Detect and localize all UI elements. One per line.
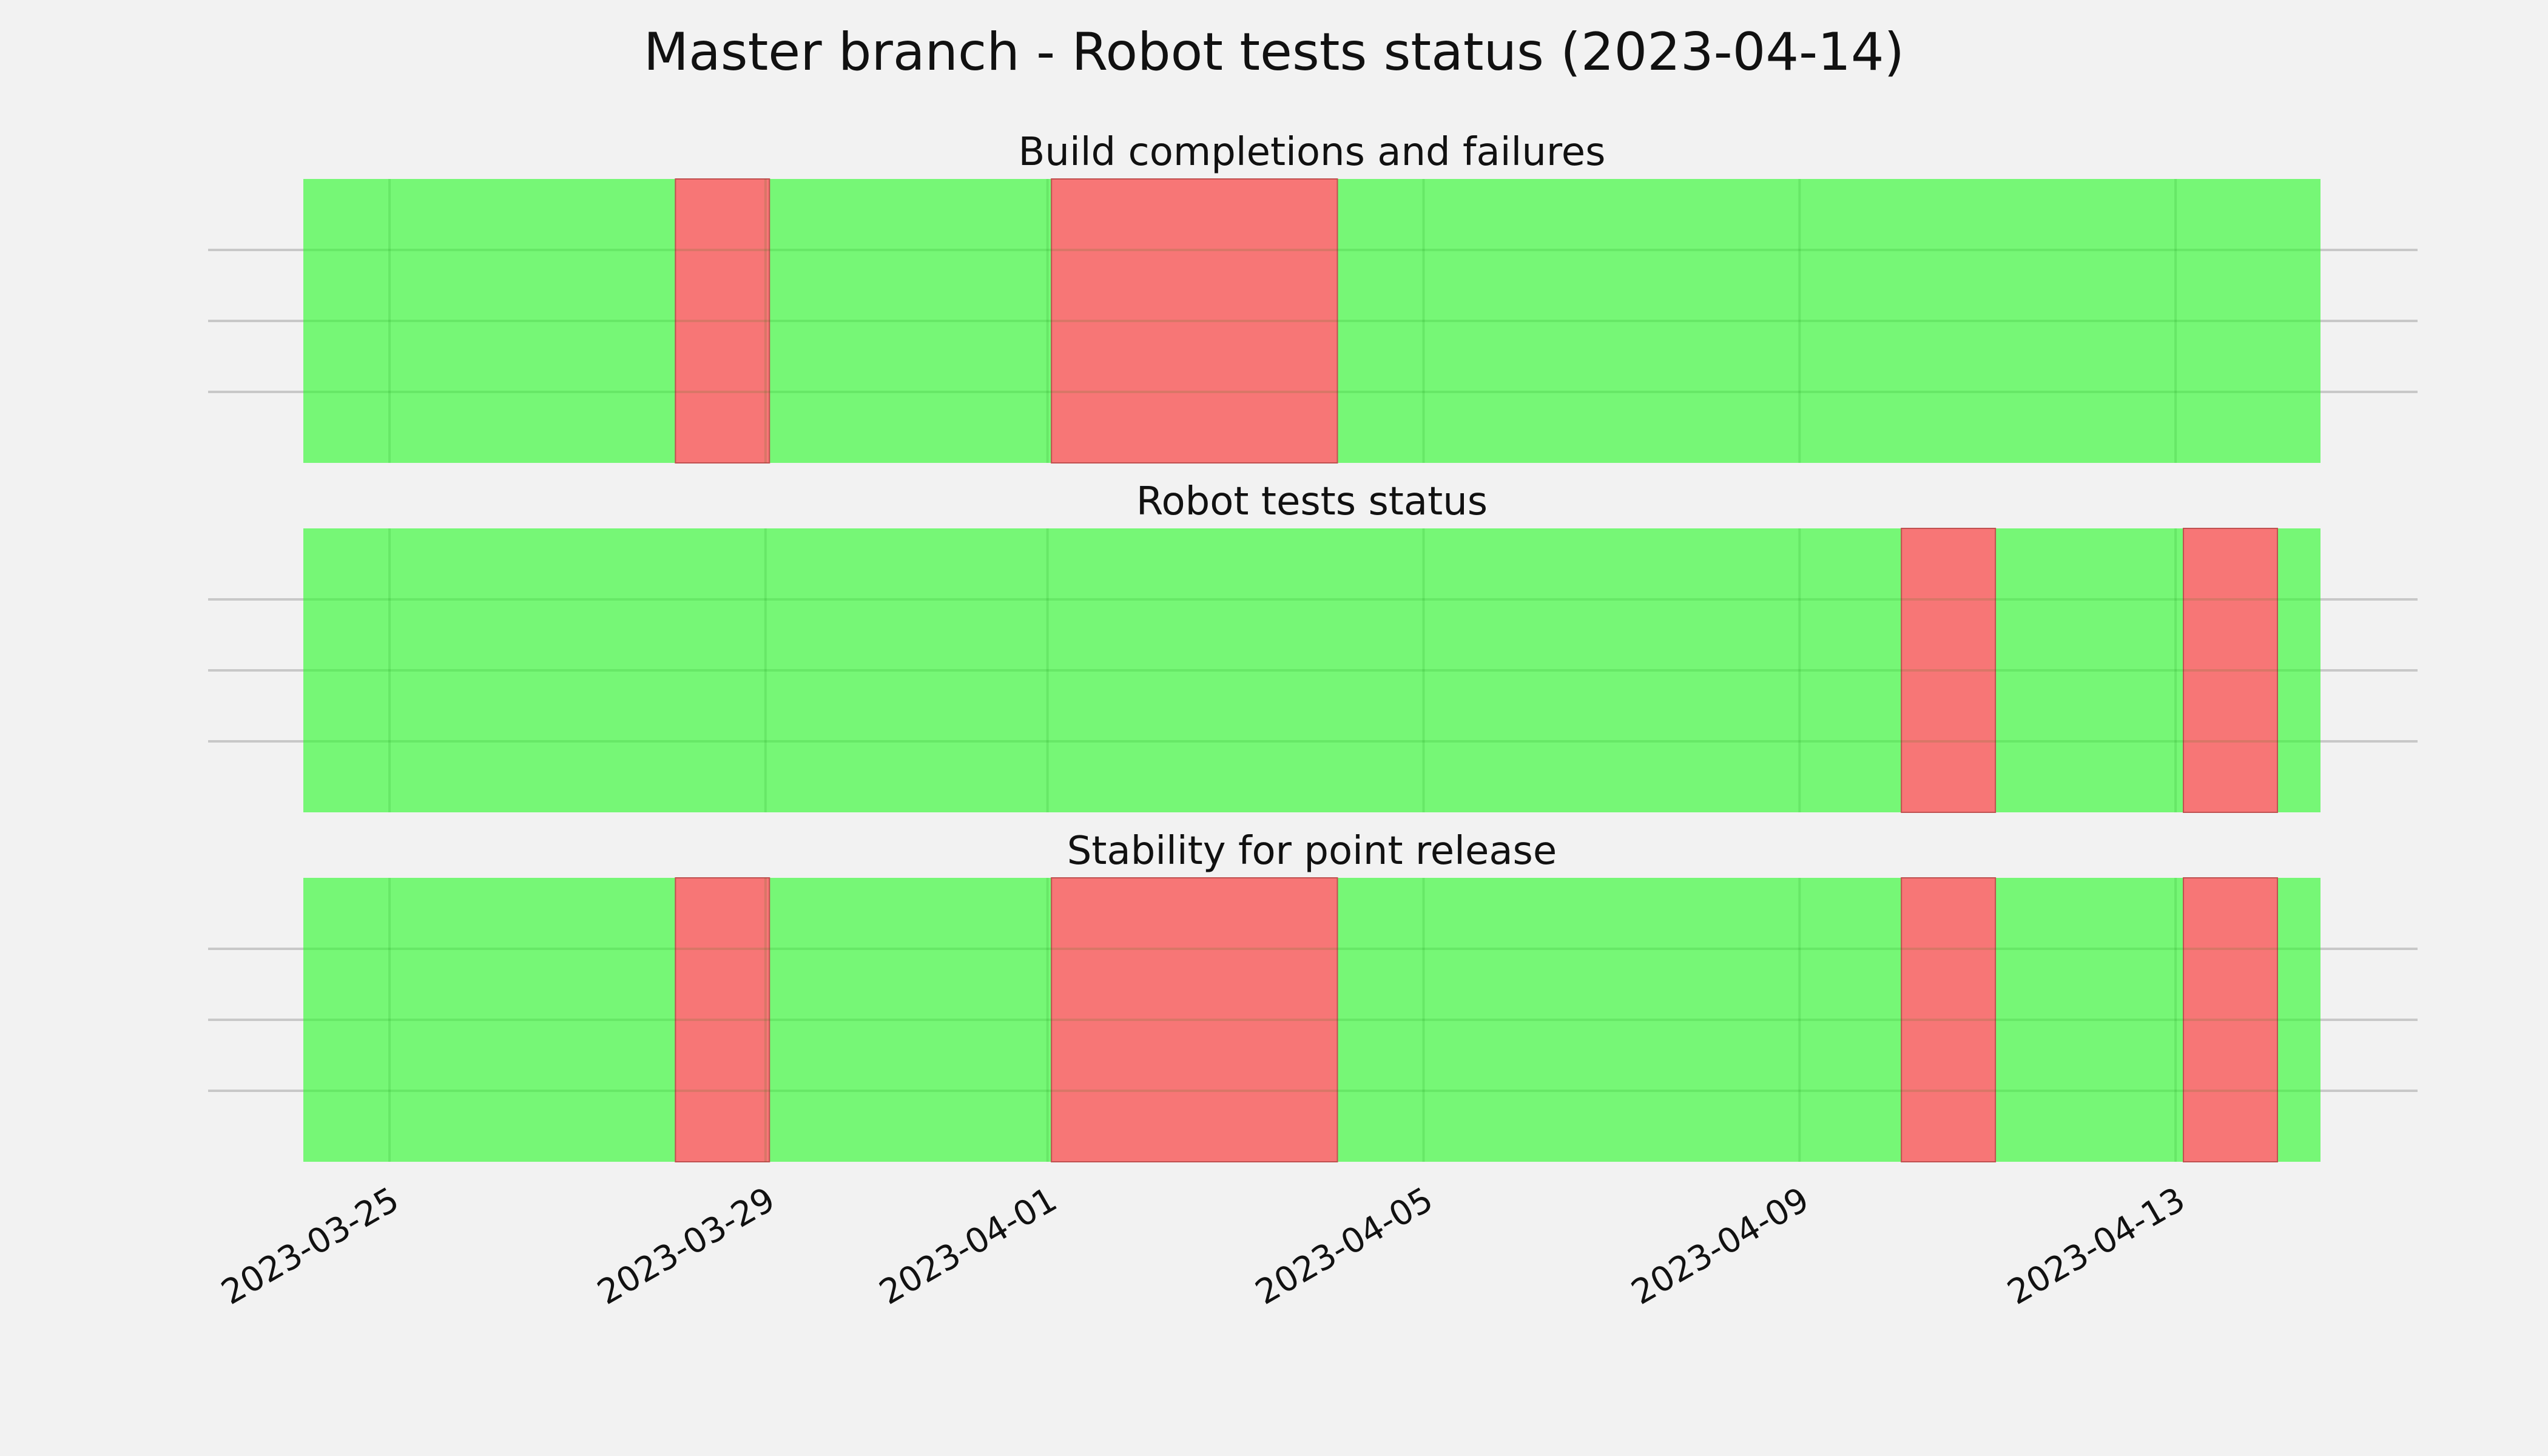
x-tick-label: 2023-04-01 xyxy=(873,1180,1063,1313)
failure-span xyxy=(675,877,770,1162)
x-tick-label: 2023-03-29 xyxy=(591,1180,781,1313)
panel-3: Stability for point release xyxy=(208,829,2418,1162)
failure-span xyxy=(1901,528,1997,813)
x-tick-label: 2023-04-09 xyxy=(1625,1180,1816,1313)
chart-title: Master branch - Robot tests status (2023… xyxy=(644,22,1904,83)
panel-title: Stability for point release xyxy=(1067,829,1557,874)
panel-1: Build completions and failures xyxy=(208,130,2418,463)
failure-span xyxy=(1051,877,1338,1162)
failure-span xyxy=(2183,877,2278,1162)
failure-span xyxy=(675,178,770,463)
failure-span xyxy=(1901,877,1997,1162)
failure-span xyxy=(1051,178,1338,463)
x-tick-label: 2023-03-25 xyxy=(215,1180,405,1313)
x-tick-label: 2023-04-05 xyxy=(1249,1180,1440,1313)
panel-2: Robot tests status xyxy=(208,479,2418,813)
failure-span xyxy=(2183,528,2278,813)
panel-title: Build completions and failures xyxy=(1019,130,1606,175)
panel-title: Robot tests status xyxy=(1136,479,1488,524)
x-tick-label: 2023-04-13 xyxy=(2001,1180,2191,1313)
